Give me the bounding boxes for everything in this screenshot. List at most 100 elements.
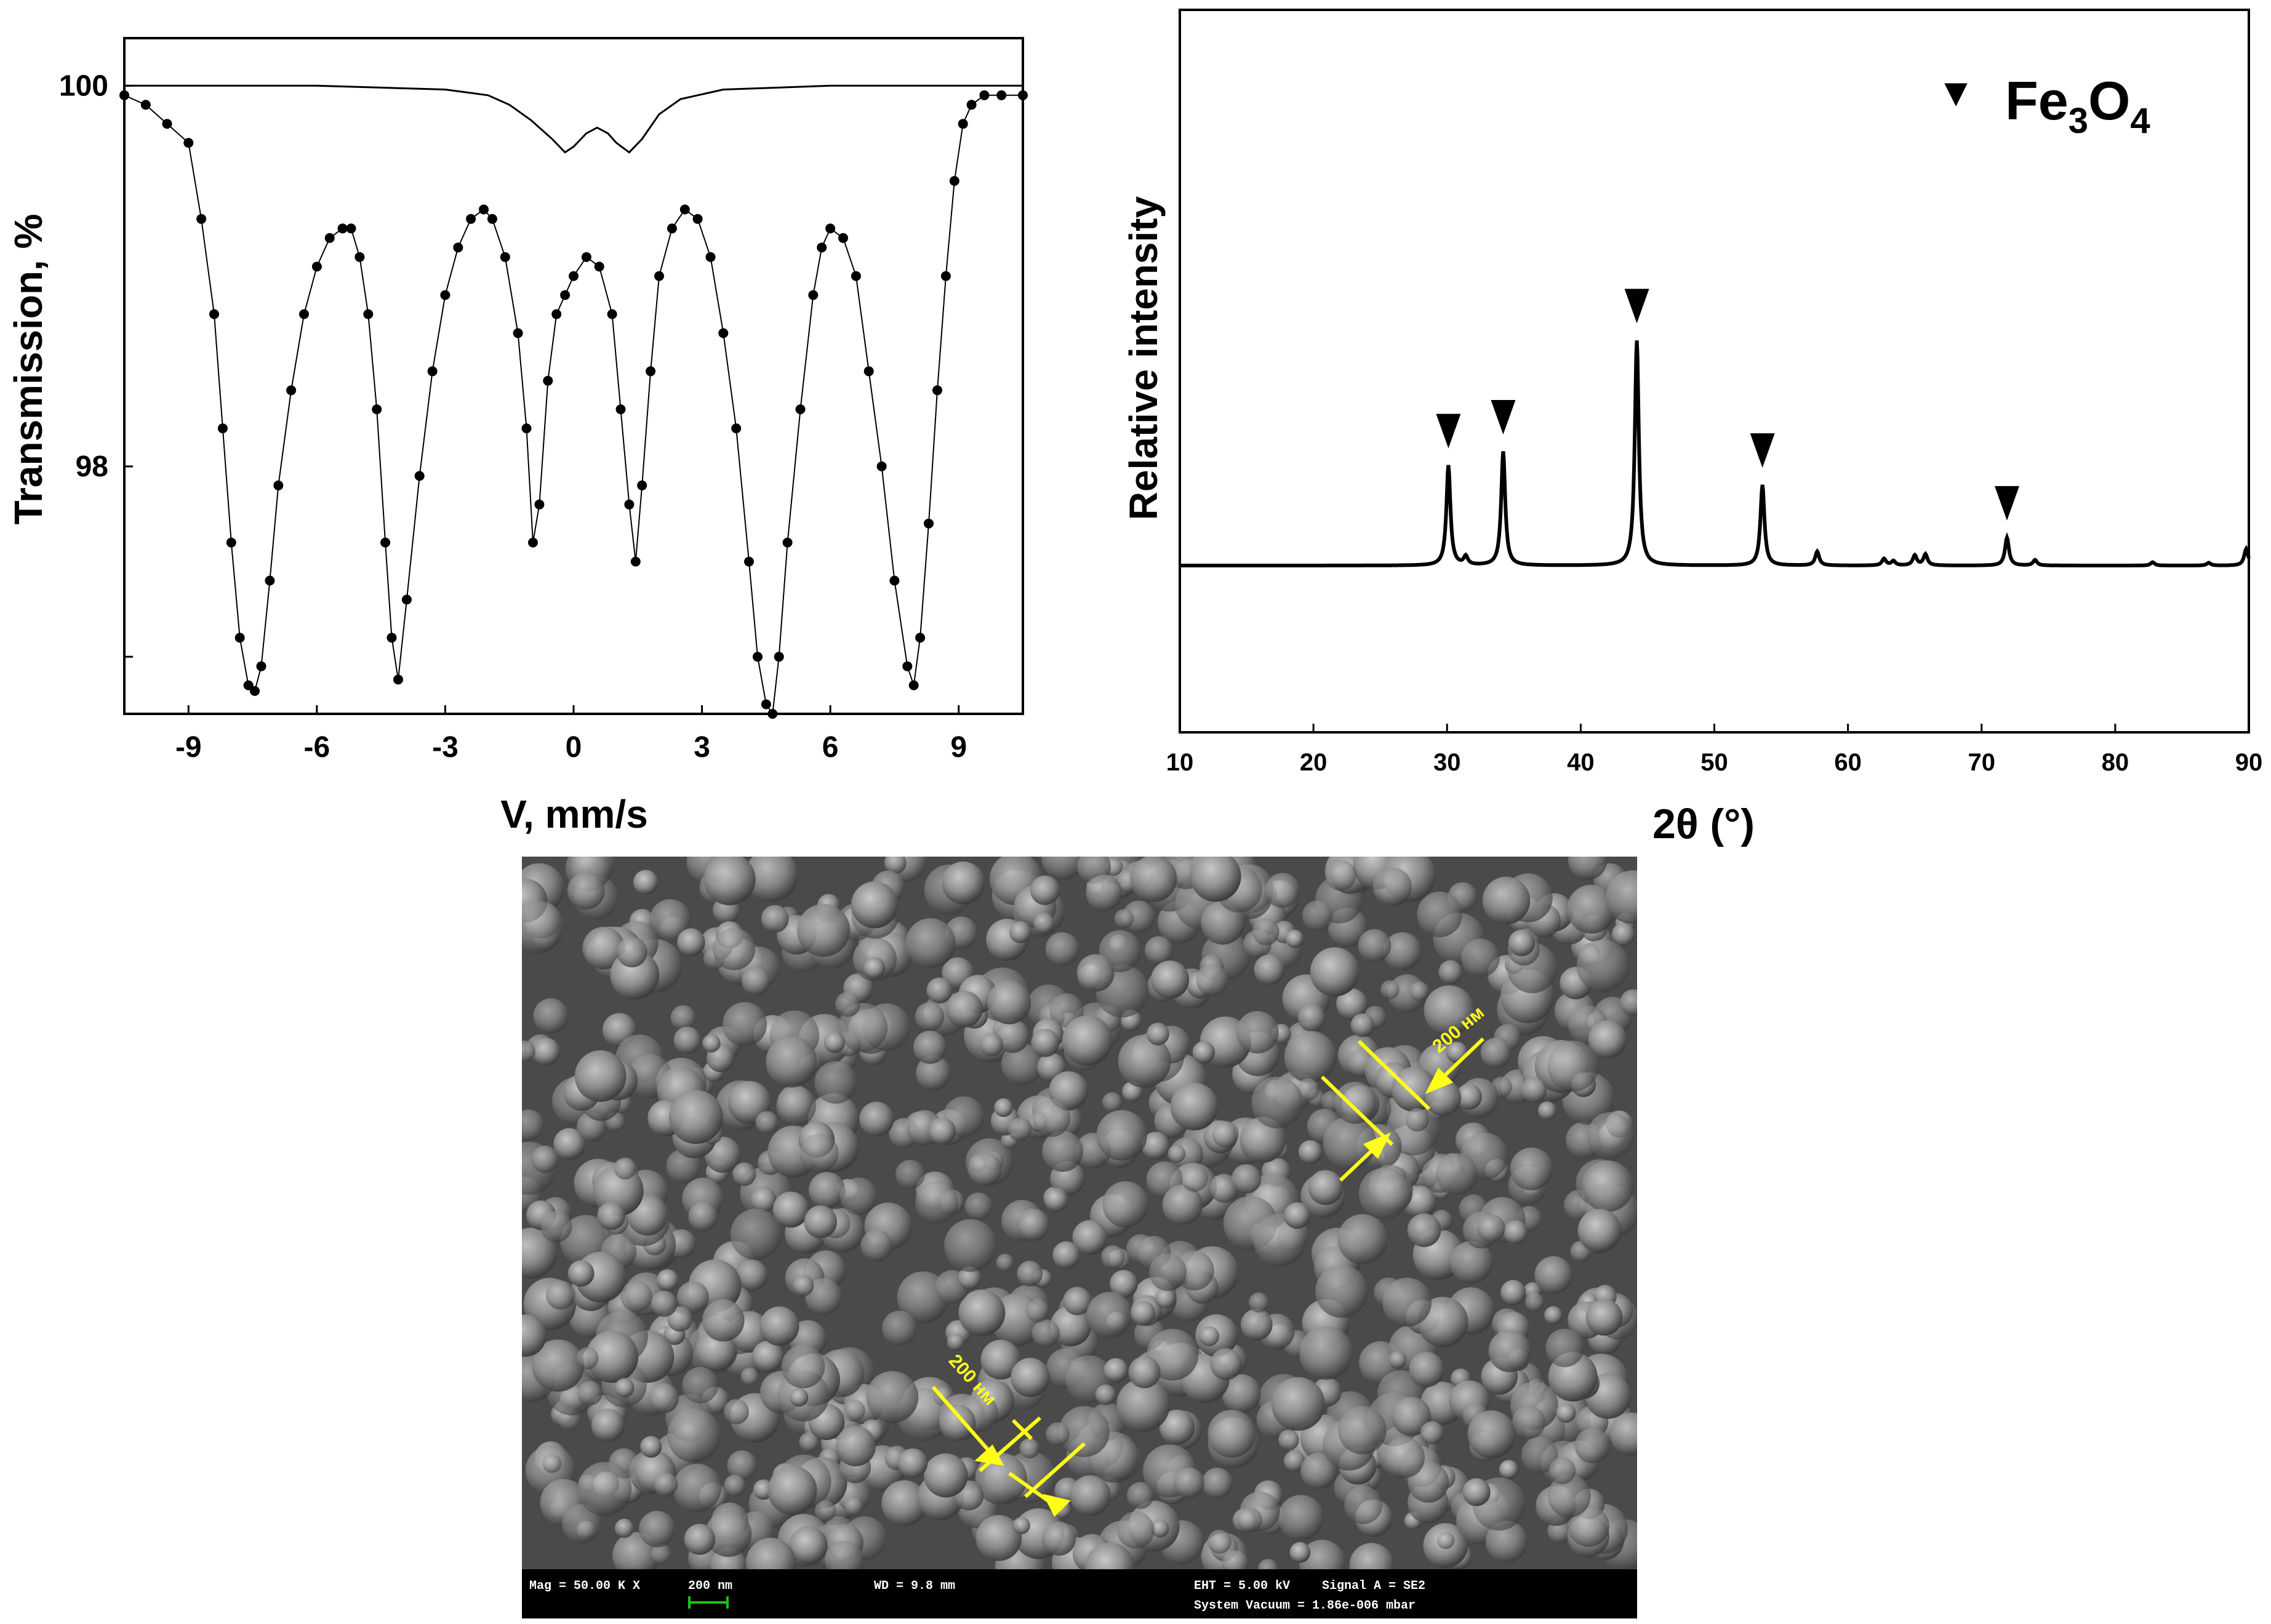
sem-particle — [1372, 867, 1412, 907]
sem-particle — [1103, 1358, 1129, 1383]
mossbauer-data-point — [654, 271, 664, 281]
sem-particle — [1480, 1038, 1512, 1068]
mossbauer-data-point — [346, 223, 356, 234]
sem-particle — [1118, 1034, 1171, 1088]
sem-particle — [1567, 884, 1616, 934]
sem-particle — [1534, 1256, 1572, 1294]
mossbauer-data-point — [528, 537, 538, 548]
mossbauer-connecting-line — [124, 94, 1023, 716]
sem-particle — [574, 1050, 627, 1102]
mossbauer-x-tick-label: 9 — [950, 731, 967, 764]
sem-particle — [809, 1172, 846, 1209]
sem-particle — [944, 1219, 997, 1272]
sem-particle — [1349, 1543, 1394, 1569]
sem-particle — [1241, 1308, 1273, 1341]
mossbauer-data-point — [414, 471, 425, 481]
sem-particle — [928, 1118, 956, 1145]
sem-particle — [1462, 1478, 1491, 1506]
sem-particle — [1008, 1118, 1032, 1142]
mossbauer-data-point — [767, 709, 778, 719]
sem-particle — [1409, 1351, 1444, 1388]
xrd-x-tick-label: 60 — [1834, 749, 1862, 776]
mossbauer-data-point — [630, 556, 641, 567]
sem-particle — [772, 1191, 809, 1228]
xrd-peak-marker — [1436, 414, 1461, 449]
sem-particle — [1151, 960, 1190, 999]
mossbauer-data-point — [427, 366, 438, 377]
sem-particle — [727, 1450, 758, 1481]
sem-particle — [614, 1378, 635, 1398]
sem-particle — [1150, 1519, 1169, 1538]
sem-particle-texture — [522, 857, 1637, 1569]
sem-particle — [1575, 1428, 1611, 1463]
xrd-pattern-line — [1180, 340, 2251, 567]
sem-particle — [1102, 1092, 1123, 1113]
sem-particle — [814, 1061, 857, 1104]
sem-particle — [567, 872, 605, 910]
sem-particle — [1041, 857, 1086, 880]
sem-particle — [1437, 1532, 1455, 1550]
mossbauer-data-point — [782, 537, 793, 548]
sem-particle — [1358, 1167, 1411, 1220]
sem-particle — [1232, 1164, 1262, 1194]
sem-particle — [1544, 1306, 1563, 1325]
sem-particle — [576, 1347, 599, 1370]
sem-particle — [1417, 892, 1463, 937]
mossbauer-data-point — [692, 214, 703, 224]
sem-particle — [776, 1086, 816, 1126]
mossbauer-data-point — [817, 242, 827, 253]
xrd-chart: 10 20 30 40 50 60 70 80 90 2θ (°) Relative inten… — [1121, 9, 2262, 847]
sem-particle — [1325, 860, 1356, 891]
sem-particle — [958, 1289, 1006, 1337]
sem-particle — [1199, 1326, 1220, 1346]
xrd-x-ticks: 10 20 30 40 50 60 70 80 90 — [1166, 724, 2262, 776]
sem-particle — [577, 1381, 603, 1406]
sem-particle — [532, 1339, 585, 1392]
sem-particle — [790, 1388, 809, 1407]
sem-particle — [688, 1202, 718, 1231]
mossbauer-data-point — [744, 556, 754, 567]
sem-particle — [673, 1463, 722, 1513]
sem-particle — [730, 1209, 782, 1260]
mossbauer-data-point — [534, 499, 545, 510]
sem-particle — [1548, 1457, 1576, 1484]
mossbauer-data-point — [889, 575, 900, 586]
mossbauer-data-point — [753, 652, 763, 662]
sem-particle — [1538, 1101, 1557, 1120]
sem-particle — [1026, 1298, 1050, 1323]
sem-particle — [1587, 1112, 1635, 1159]
xrd-x-tick-label: 80 — [2102, 749, 2129, 776]
sem-particle — [657, 1269, 679, 1291]
sem-particle — [881, 1480, 927, 1526]
sem-particle — [1030, 875, 1060, 905]
mossbauer-data-point — [1018, 90, 1028, 100]
sem-particle — [835, 1426, 876, 1466]
sem-particle — [752, 1340, 784, 1372]
mossbauer-data-points — [119, 90, 1028, 719]
sem-particle — [1488, 1329, 1531, 1372]
sem-particle — [705, 1510, 752, 1557]
sem-particle — [1585, 1299, 1623, 1336]
sem-particle — [1062, 1015, 1113, 1066]
sem-particle — [533, 998, 569, 1034]
sem-particle — [1485, 1521, 1528, 1563]
mossbauer-data-point — [243, 680, 254, 690]
mossbauer-data-point — [838, 233, 848, 243]
sem-particle — [1222, 1550, 1249, 1569]
sem-particle — [1110, 1270, 1138, 1298]
sem-particle — [651, 1290, 678, 1317]
sem-particle — [1278, 1430, 1299, 1450]
sem-particle — [1556, 1403, 1576, 1423]
sem-particle — [1380, 980, 1400, 999]
sem-particle — [522, 1227, 557, 1279]
sem-particle — [1337, 1214, 1388, 1265]
sem-particle — [1252, 918, 1280, 946]
sem-particle — [1019, 1438, 1040, 1458]
sem-particle — [1298, 1140, 1323, 1164]
legend-triangle-marker: ▼ — [1936, 70, 1975, 114]
mossbauer-x-tick-label: -3 — [432, 731, 459, 764]
sem-scale-annotation-1 — [1320, 1037, 1485, 1182]
sem-particle — [1582, 1160, 1633, 1212]
mossbauer-data-point — [718, 328, 729, 338]
mossbauer-data-point — [234, 633, 245, 643]
